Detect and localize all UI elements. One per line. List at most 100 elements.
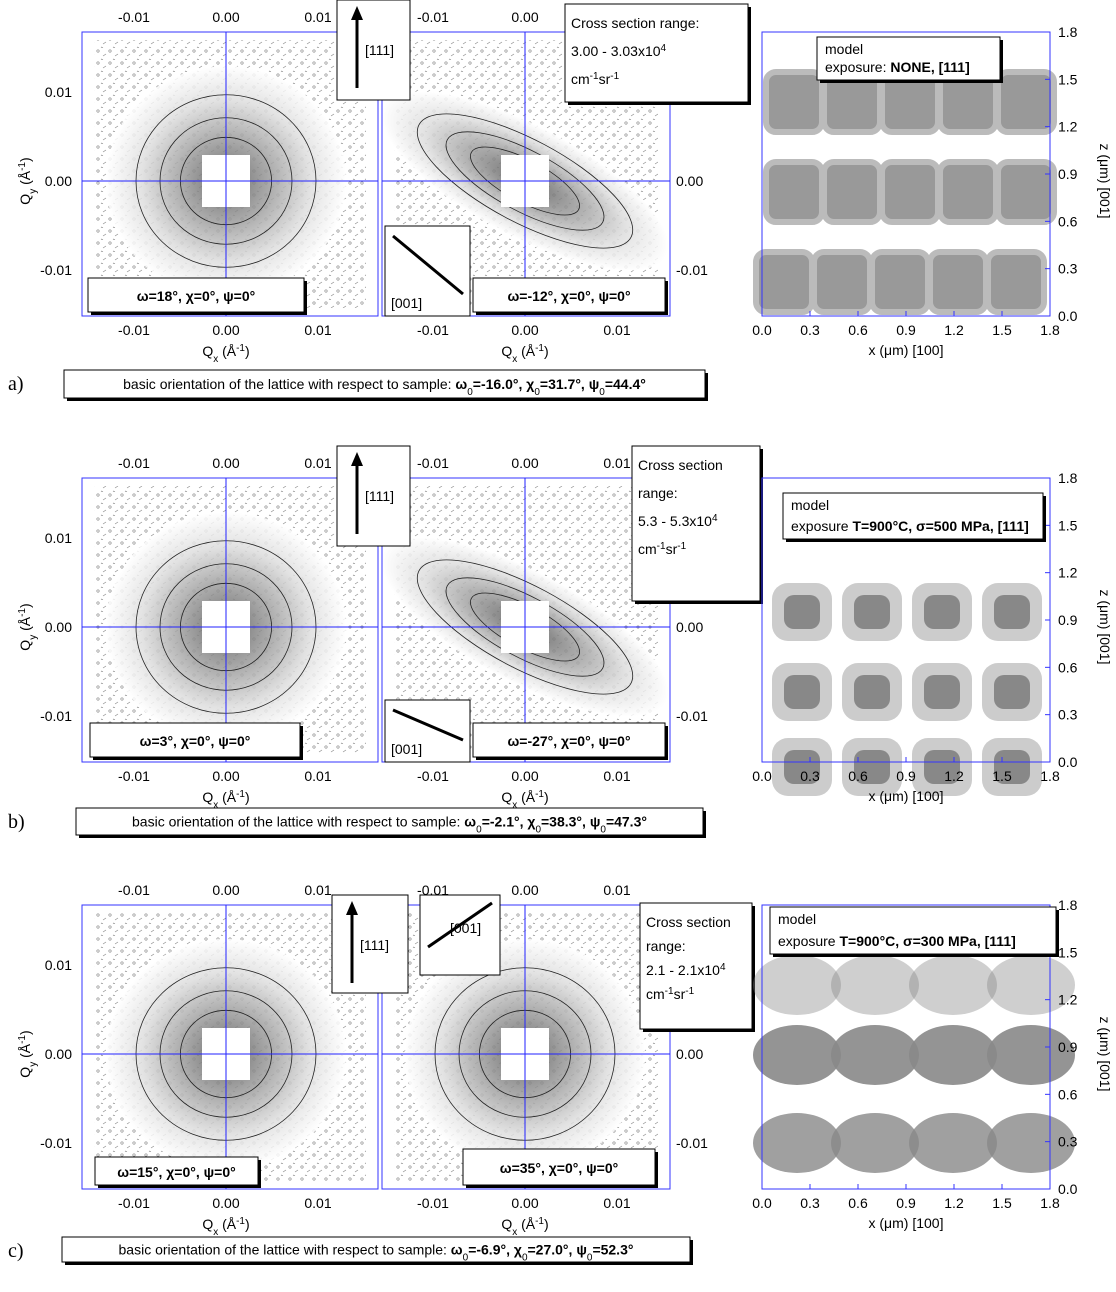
x-tick-label: 0.01 [603,882,630,898]
precipitate-core [784,675,820,709]
precipitate [882,162,938,222]
x-tick-label: 0.00 [212,768,239,784]
text-part: =-6.9°, [468,1242,514,1258]
text-part: Q [202,789,213,805]
x-tick-label: 1.5 [992,322,1012,338]
text-part: ) [544,1216,549,1232]
cross-section-title: Cross section range: [571,15,699,31]
x-tick-label: 0.01 [304,322,331,338]
y-tick-label: 0.0 [1058,754,1078,770]
y-tick-label: 0.0 [1058,308,1078,324]
precipitate [998,162,1054,222]
x-tick-label: -0.01 [417,455,449,471]
text-part: χ [527,814,535,830]
x-tick-label: 1.5 [992,768,1012,784]
y-tick-label: 0.6 [1058,1086,1078,1102]
x-tick-label: 0.9 [896,322,916,338]
x-tick-label: 1.2 [944,1195,964,1211]
angle-label: ω=35°, χ=0°, ψ=0° [500,1160,618,1176]
y-tick-label: 1.8 [1058,470,1078,486]
precipitate-core [924,675,960,709]
y-tick-label: -0.01 [40,1135,72,1151]
text-part: ) [17,157,33,162]
cross-section-range: 3.00 - 3.03x104 [571,43,667,60]
x-tick-label: -0.01 [417,768,449,784]
x-tick-label: 0.00 [212,1195,239,1211]
y-tick-label: 0.00 [45,1046,72,1062]
y-tick-label: 1.5 [1058,944,1078,960]
precipitate [987,1025,1075,1085]
precipitate [824,162,880,222]
text-part: =44.4° [605,376,646,392]
text-part: (Å [218,1216,237,1232]
x-tick-label: -0.01 [417,322,449,338]
x-tick-label: 0.3 [800,1195,820,1211]
x-tick-label: 0.00 [511,322,538,338]
text-part: (Å [17,170,33,189]
x-axis-label: Qx (Å-1) [501,789,548,811]
x-tick-label: 0.01 [304,9,331,25]
direction-label: [111] [365,488,394,504]
y-axis-label: z (μm) [001] [1097,1017,1113,1092]
y-tick-label: 1.2 [1058,565,1078,581]
y-tick-label: 0.9 [1058,1039,1078,1055]
y-tick-label: 1.2 [1058,992,1078,1008]
x-tick-label: -0.01 [417,1195,449,1211]
precipitate-core [854,675,890,709]
y-tick-label: -0.01 [676,262,708,278]
text-part: =52.3° [592,1242,633,1258]
text-part: 4 [661,43,667,54]
precipitate-core [994,595,1030,629]
text-part: exposure [791,518,852,534]
x-tick-label: 0.00 [511,455,538,471]
x-tick-label: 0.00 [511,9,538,25]
y-axis-label: z (μm) [001] [1097,144,1113,219]
text-part: 3.00 - 3.03x10 [571,43,661,59]
text-part: Q [501,1216,512,1232]
y-tick-label: -0.01 [676,708,708,724]
model-image [753,955,1075,1173]
text-part: Q [17,194,33,205]
cross-section-title: Cross section [646,914,731,930]
text-part: 5.3 - 5.3x10 [638,513,712,529]
text-part: =-16.0°, [473,376,526,392]
precipitate [753,1113,841,1173]
text-part: ω [464,814,476,830]
x-tick-label: 0.01 [304,1195,331,1211]
cross-section-title: Cross section [638,457,723,473]
y-tick-label: 1.2 [1058,119,1078,135]
row-label: b) [8,811,25,833]
precipitate [753,955,841,1015]
x-axis-label: Qx (Å-1) [501,343,548,365]
x-tick-label: 0.01 [603,768,630,784]
angle-label: ω=15°, χ=0°, ψ=0° [117,1164,235,1180]
text-part: T=900°C, σ=500 MPa, [111] [852,518,1028,534]
row-label: a) [8,373,24,395]
y-tick-label: 1.8 [1058,897,1078,913]
text-part: (Å [17,616,33,635]
y-tick-label: 1.8 [1058,24,1078,40]
text-part: ω [451,1242,463,1258]
x-tick-label: 0.9 [896,768,916,784]
y-axis-label: Qy (Å-1) [17,603,39,650]
text-part: =47.3° [606,814,647,830]
precipitate [756,252,812,312]
x-axis-label: x (μm) [100] [869,342,944,358]
text-part: (Å [517,1216,536,1232]
text-part: =27.0°, [528,1242,577,1258]
x-tick-label: 0.00 [212,882,239,898]
x-tick-label: 0.00 [511,1195,538,1211]
row-label: c) [8,1240,24,1262]
x-axis-label: Qx (Å-1) [501,1216,548,1238]
direction-label: [001] [391,741,422,757]
x-tick-label: 0.01 [304,455,331,471]
x-tick-label: 1.2 [944,768,964,784]
precipitate [814,252,870,312]
precipitate [766,72,822,132]
x-tick-label: 0.01 [603,322,630,338]
contour-map [94,40,366,308]
y-tick-label: -0.01 [40,262,72,278]
y-tick-label: 1.5 [1058,71,1078,87]
model-image [772,583,1042,796]
precipitate [766,162,822,222]
